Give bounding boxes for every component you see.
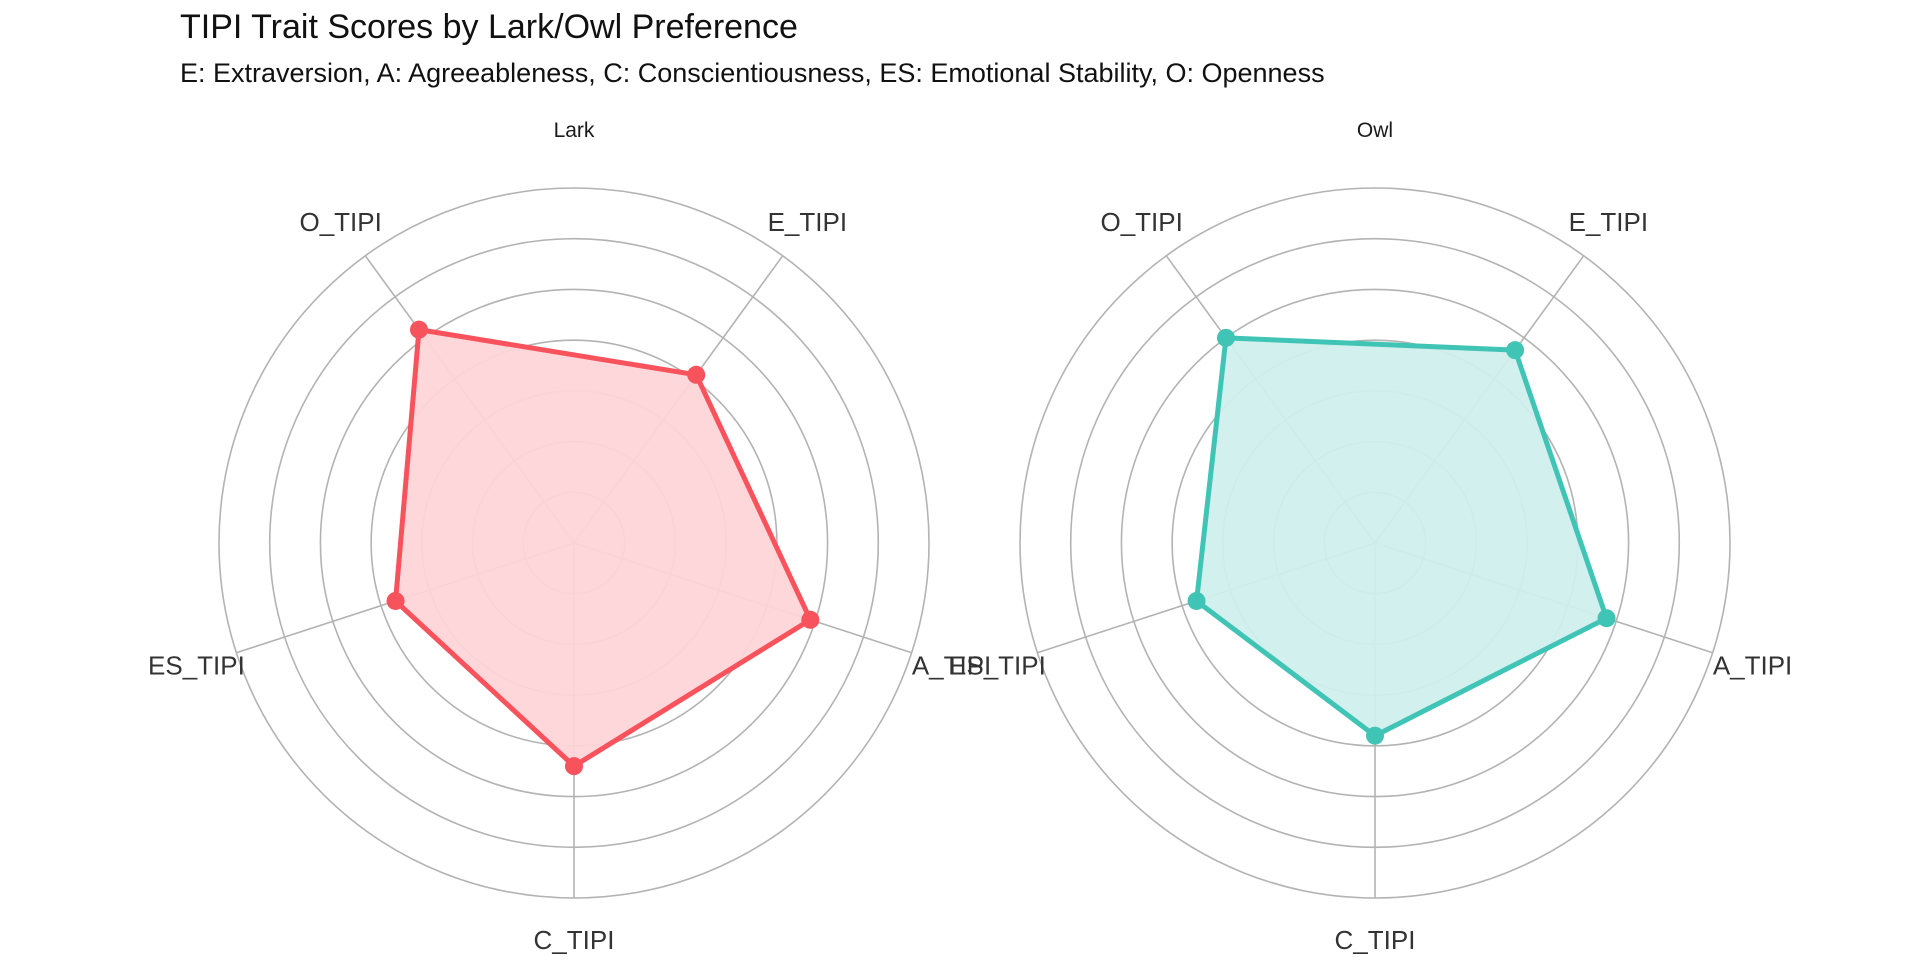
axis-label-a_tipi: A_TIPI (912, 651, 991, 681)
axis-label-es_tipi: ES_TIPI (949, 651, 1046, 681)
axis-label-a_tipi: A_TIPI (1713, 651, 1792, 681)
point-owl-o_tipi (1216, 328, 1235, 347)
point-lark-es_tipi (386, 591, 405, 610)
line-lark (393, 327, 813, 769)
point-lark-o_tipi (409, 320, 428, 339)
facet-title-lark: Lark (554, 119, 595, 142)
axis-label-c_tipi: C_TIPI (534, 925, 615, 955)
point-lark-e_tipi (687, 365, 706, 384)
area-owl (1196, 337, 1607, 736)
chart-title: TIPI Trait Scores by Lark/Owl Preference (180, 8, 798, 46)
point-owl-es_tipi (1187, 591, 1206, 610)
facet-title-owl: Owl (1357, 119, 1393, 142)
axis-label-e_tipi: E_TIPI (768, 207, 847, 237)
point-owl-c_tipi (1366, 726, 1384, 745)
facet-owl: Owl E_TIPI A_TIPI C_TIPI ES_TIPI O_TIPI (949, 119, 1792, 955)
axis-label-c_tipi: C_TIPI (1335, 925, 1416, 955)
area-lark (395, 329, 811, 767)
axis-label-es_tipi: ES_TIPI (148, 651, 245, 681)
axis-label-e_tipi: E_TIPI (1569, 207, 1648, 237)
line-owl (1194, 335, 1610, 739)
point-owl-a_tipi (1597, 609, 1616, 628)
axis-label-o_tipi: O_TIPI (299, 207, 381, 237)
point-lark-c_tipi (565, 757, 583, 776)
facet-lark: Lark E_TIPI A_TIPI C_TIPI ES_TIPI O_TIPI (148, 119, 991, 955)
point-owl-e_tipi (1506, 341, 1525, 360)
axis-label-o_tipi: O_TIPI (1100, 207, 1182, 237)
point-lark-a_tipi (801, 610, 820, 629)
chart-subtitle: E: Extraversion, A: Agreeableness, C: Co… (180, 58, 1325, 88)
